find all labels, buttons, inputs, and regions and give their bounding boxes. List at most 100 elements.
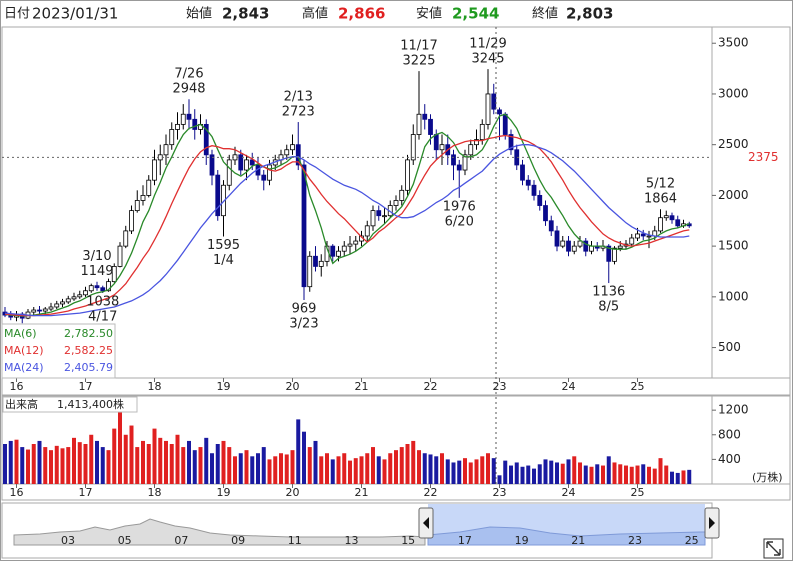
annotation-value: 2723 <box>282 105 315 120</box>
volume-bar <box>221 440 226 484</box>
candle-body <box>88 285 94 292</box>
candle-body <box>376 210 382 217</box>
x-tick-label: 18 <box>148 380 162 393</box>
date: 2023/01/31 <box>32 5 118 23</box>
candle-body <box>405 159 410 191</box>
y-tick-label: 2500 <box>718 137 749 151</box>
candle-body <box>290 144 295 151</box>
volume-bar <box>543 459 548 484</box>
candle-body <box>123 230 129 247</box>
legend-value: 2,782.50 <box>64 327 113 340</box>
candle-body <box>468 144 474 156</box>
expand-arrows <box>766 541 781 556</box>
navigator-label: 09 <box>231 534 245 547</box>
navigator-label: 19 <box>515 534 529 547</box>
volume-bar <box>491 458 496 484</box>
open: 2,843 <box>222 5 269 23</box>
candle-body <box>192 118 198 130</box>
x-tick-label: 22 <box>424 486 438 499</box>
candle-body <box>502 113 508 135</box>
volume-bar <box>290 450 295 484</box>
volume-bar <box>497 475 502 484</box>
volume-bar <box>100 447 105 484</box>
volume-axis <box>711 395 791 485</box>
expand-button[interactable] <box>763 538 784 559</box>
candle-body <box>54 303 60 308</box>
legend-value: 2,405.79 <box>64 361 113 374</box>
candle-body <box>416 113 422 135</box>
candle-body <box>330 245 336 257</box>
candle-body <box>221 184 226 217</box>
x-tick-label: 20 <box>286 486 300 499</box>
volume-bar <box>198 447 203 484</box>
volume-bar <box>451 462 456 484</box>
navigator-label: 21 <box>571 534 585 547</box>
volume-bar <box>658 458 663 484</box>
volume-bar <box>629 466 634 484</box>
navigator-label: 03 <box>61 534 75 547</box>
volume-bar <box>330 459 335 484</box>
volume-bar <box>635 465 640 484</box>
volume-bar <box>583 465 588 484</box>
candle-body <box>508 134 514 151</box>
candle-body <box>318 260 324 267</box>
annotation-date: 5/12 <box>646 177 675 192</box>
low-label: 安値 <box>416 6 442 22</box>
candle-body <box>83 290 88 296</box>
volume-bar <box>520 466 525 484</box>
volume-bar <box>359 456 364 484</box>
candle-body <box>520 164 525 181</box>
volume-bar <box>560 463 565 484</box>
x-tick-label: 23 <box>493 380 507 393</box>
candle-body <box>94 285 100 289</box>
volume-bar <box>123 434 128 484</box>
legend-value: 2,582.25 <box>64 344 113 357</box>
volume-bar <box>428 454 433 484</box>
annotation-date: 2/13 <box>284 90 313 105</box>
x-tick-label: 21 <box>355 486 369 499</box>
volume-bar <box>647 466 651 484</box>
x-tick-label: 16 <box>10 486 24 499</box>
volume-bar <box>302 431 306 484</box>
navigator-label: 25 <box>685 534 699 547</box>
candle-body <box>284 149 290 156</box>
candle-body <box>456 164 462 171</box>
candle-body <box>100 287 106 292</box>
volume-bar <box>158 437 163 484</box>
annotation-value: 1976 <box>443 199 476 214</box>
candle-body <box>629 237 635 245</box>
volume-bar <box>192 450 197 484</box>
candle-body <box>261 174 267 181</box>
x-tick-label: 19 <box>217 486 231 499</box>
candle-body <box>180 113 186 125</box>
volume-bar <box>250 456 255 484</box>
y-tick-label: 1500 <box>718 239 749 253</box>
volume-bar <box>95 440 99 484</box>
volume-bar <box>267 459 272 484</box>
volume-bar <box>509 465 513 484</box>
candle-body <box>399 189 405 201</box>
legend-name: MA(24) <box>4 361 44 374</box>
candle-body <box>267 164 272 181</box>
candle-body <box>646 235 652 238</box>
reference-label: 2375 <box>748 150 779 164</box>
x-tick-label: 22 <box>424 380 438 393</box>
candle-body <box>209 154 215 176</box>
candle-body <box>111 266 117 283</box>
volume-bar <box>227 447 232 484</box>
volume-bar <box>20 447 25 484</box>
volume-bar <box>664 465 669 484</box>
volume-bar <box>463 458 467 484</box>
header-bar <box>1 1 792 26</box>
volume-bar <box>388 453 393 484</box>
volume-bar <box>572 456 577 484</box>
candle-body <box>129 210 134 232</box>
volume-bar <box>532 468 536 484</box>
volume-value: 1,413,400株 <box>57 397 124 411</box>
candle-body <box>71 296 77 300</box>
volume-bar <box>141 440 145 484</box>
annotation-date: 7/26 <box>174 67 203 82</box>
x-tick-label: 24 <box>562 486 576 499</box>
x-axis-row <box>1 377 791 396</box>
